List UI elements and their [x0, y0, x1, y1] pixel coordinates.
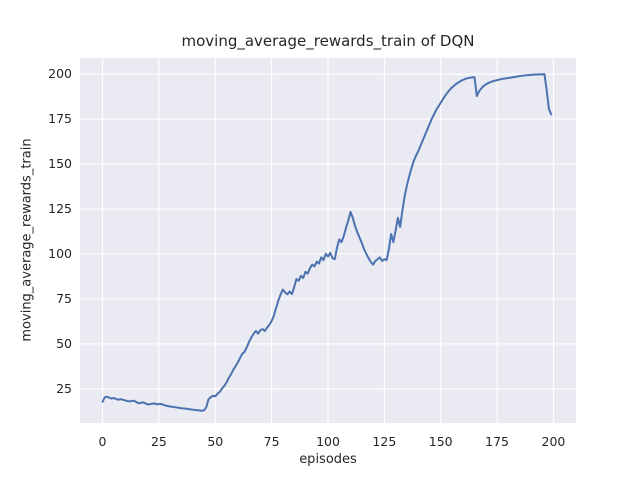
- y-tick-label: 50: [56, 335, 72, 351]
- x-tick-label: 75: [263, 434, 280, 449]
- gridlines: [80, 58, 576, 423]
- x-tick-label: 0: [98, 434, 107, 449]
- x-tick-label: 175: [485, 434, 509, 449]
- x-tick-label: 150: [428, 434, 453, 449]
- y-tick-label: 75: [56, 290, 72, 306]
- x-axis-label: episodes: [299, 452, 357, 467]
- x-tick-label: 25: [150, 434, 167, 449]
- y-tick-label: 200: [48, 66, 72, 82]
- data-line-moving_average_rewards_train: [101, 73, 553, 412]
- y-tick-label: 150: [48, 156, 72, 172]
- line-plot-svg: [80, 58, 576, 423]
- y-tick-label: 25: [56, 380, 72, 396]
- y-tick-label: 100: [48, 245, 72, 261]
- y-tick-label: 175: [48, 111, 72, 127]
- y-tick-label: 125: [48, 201, 72, 217]
- x-tick-label: 125: [372, 434, 397, 449]
- x-tick-label: 50: [207, 434, 224, 449]
- chart-title: moving_average_rewards_train of DQN: [181, 32, 475, 50]
- x-tick-label: 100: [316, 434, 340, 449]
- x-tick-label: 200: [541, 434, 566, 449]
- plot-area: [80, 58, 576, 423]
